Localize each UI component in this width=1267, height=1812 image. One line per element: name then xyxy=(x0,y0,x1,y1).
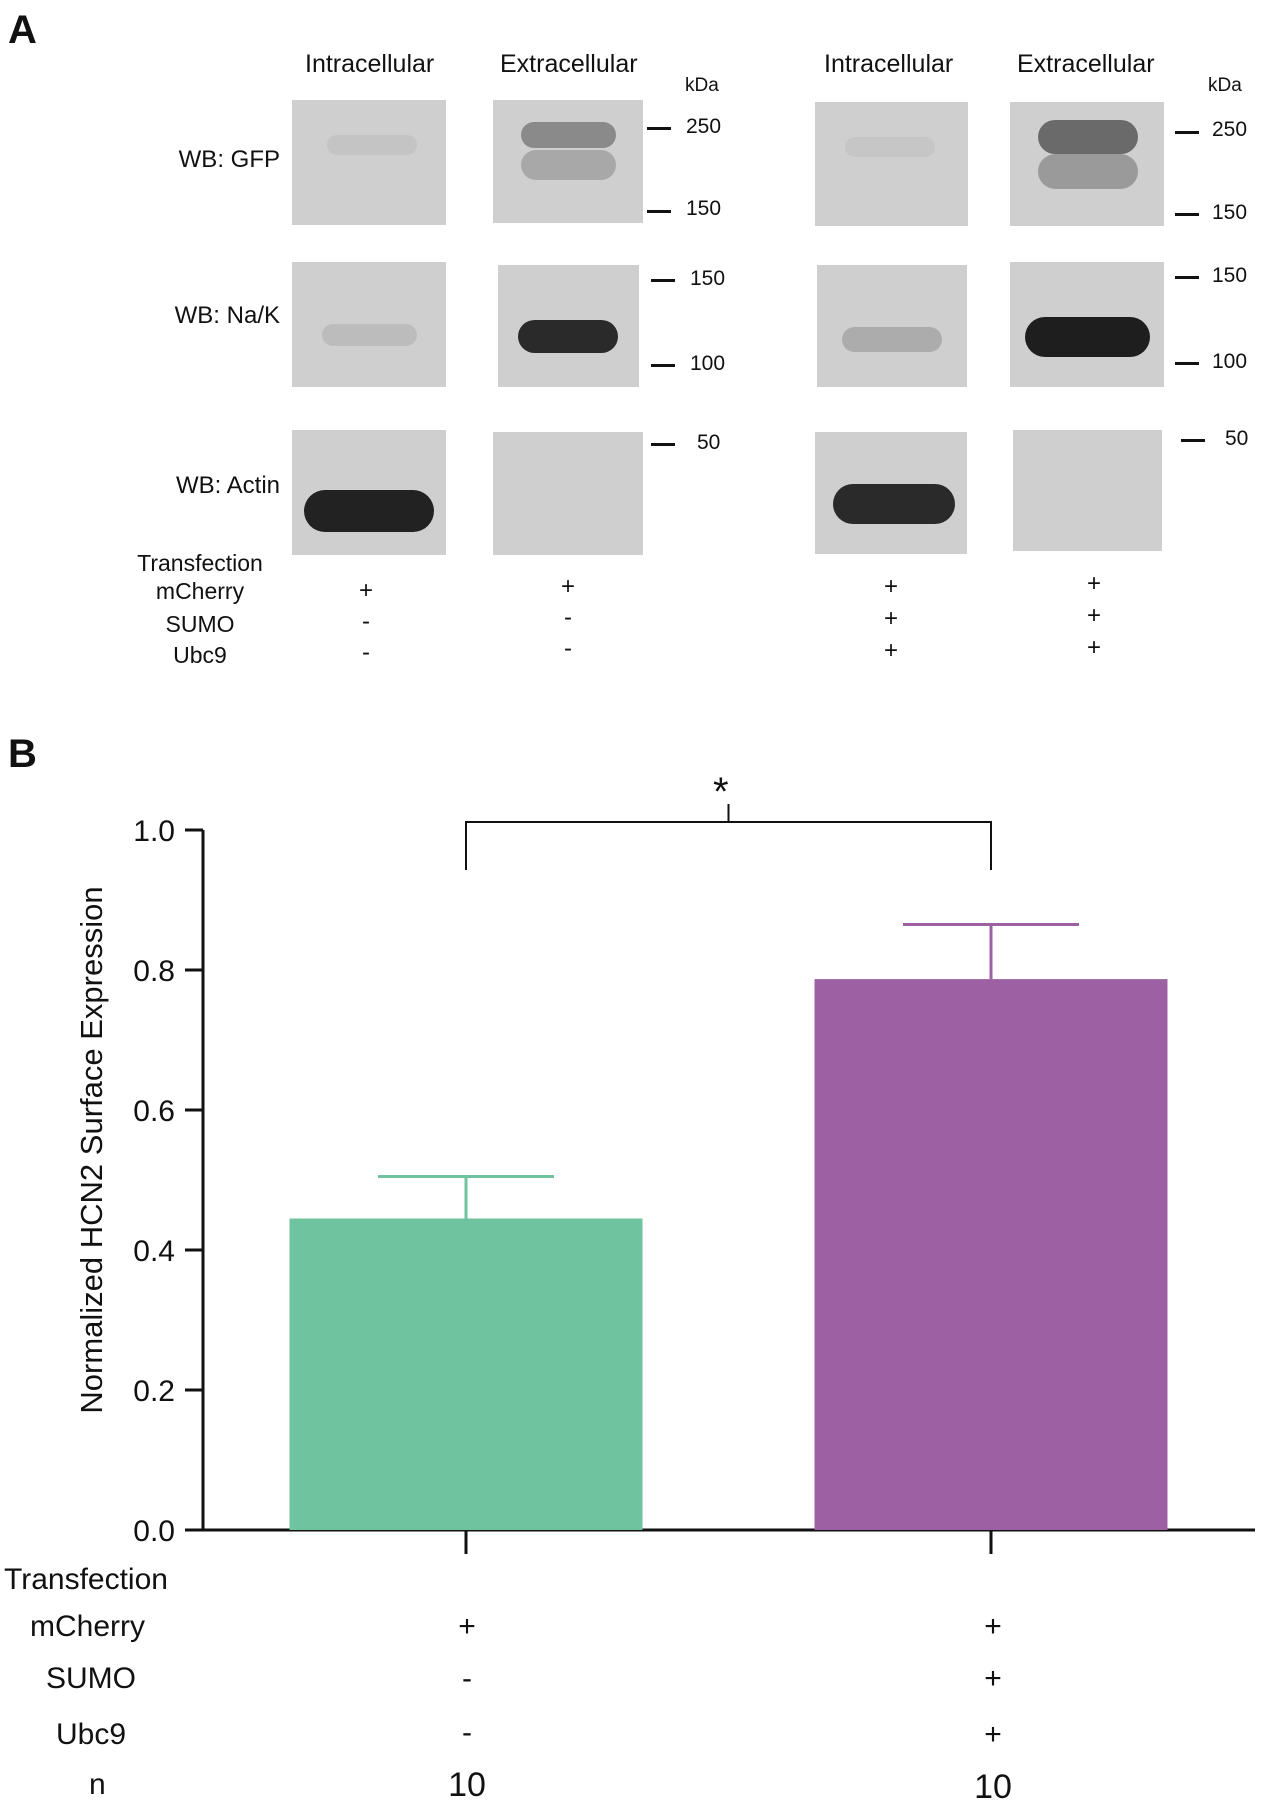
marker-tick-nak-100-2 xyxy=(1175,362,1199,365)
blot-actin-intra-2 xyxy=(815,432,967,554)
col-header-intracellular-2: Intracellular xyxy=(824,50,954,78)
band-gfp-faint-2 xyxy=(845,137,935,157)
blot-gfp-extra-1 xyxy=(493,100,643,223)
y-tick-label: 0.4 xyxy=(133,1235,175,1268)
y-tick-label: 0.0 xyxy=(133,1515,175,1548)
b-group1-n: 10 xyxy=(448,1766,486,1804)
blot-nak-intra-2 xyxy=(817,265,967,387)
marker-tick-actin-50-2 xyxy=(1181,439,1205,442)
kda-label-1: kDa xyxy=(685,75,719,96)
significance-star: * xyxy=(713,770,729,814)
band-nak-faint xyxy=(322,324,417,346)
b-group2-ubc9: + xyxy=(984,1718,1002,1751)
marker-gfp-250-1: 250 xyxy=(686,115,722,138)
marker-nak-100-1: 100 xyxy=(690,352,726,375)
a-lane2-ubc9: - xyxy=(564,635,572,662)
wb-label-actin: WB: Actin xyxy=(175,472,280,499)
band-gfp-smear xyxy=(521,150,616,180)
marker-tick-gfp-250-2 xyxy=(1175,131,1199,134)
blot-nak-intra-1 xyxy=(292,262,446,387)
panel-b-letter: B xyxy=(8,732,37,776)
band-nak-strong-2 xyxy=(1025,317,1150,357)
bar-1 xyxy=(289,1218,643,1530)
band-gfp-250-2 xyxy=(1038,120,1138,154)
b-group1-mcherry: + xyxy=(458,1610,476,1643)
col-header-intracellular-1: Intracellular xyxy=(305,50,435,78)
a-lane2-mcherry: + xyxy=(560,573,575,600)
bar-2 xyxy=(814,979,1168,1530)
band-gfp-faint xyxy=(327,135,417,155)
b-group1-ubc9: - xyxy=(462,1716,472,1749)
bracket-line xyxy=(465,821,992,870)
band-nak-faint-2 xyxy=(842,327,942,352)
y-tick-label: 0.6 xyxy=(133,1095,175,1128)
a-cond-mcherry: mCherry xyxy=(155,578,245,604)
blot-gfp-intra-2 xyxy=(815,102,968,226)
a-lane1-mcherry: + xyxy=(358,577,373,604)
a-lane1-sumo: - xyxy=(362,608,370,635)
a-lane4-mcherry: + xyxy=(1086,570,1101,597)
blot-actin-intra-1 xyxy=(292,430,446,555)
b-cond-mcherry: mCherry xyxy=(30,1610,146,1643)
band-gfp-smear-2 xyxy=(1038,154,1138,189)
marker-nak-100-2: 100 xyxy=(1212,350,1248,373)
blot-gfp-extra-2 xyxy=(1010,102,1164,226)
b-group2-mcherry: + xyxy=(984,1610,1002,1643)
blot-actin-extra-1 xyxy=(493,432,643,555)
a-lane3-sumo: + xyxy=(883,605,898,632)
marker-nak-150-2: 150 xyxy=(1212,264,1248,287)
a-cond-sumo: SUMO xyxy=(165,611,235,637)
marker-actin-50-2: 50 xyxy=(1225,427,1249,450)
a-lane4-ubc9: + xyxy=(1086,634,1101,661)
marker-tick-nak-150-1 xyxy=(651,279,675,282)
wb-label-nak: WB: Na/K xyxy=(174,302,280,329)
marker-tick-nak-150-2 xyxy=(1175,276,1199,279)
marker-tick-actin-50-1 xyxy=(651,443,675,446)
wb-label-gfp: WB: GFP xyxy=(178,146,280,173)
blot-gfp-intra-1 xyxy=(292,100,446,225)
a-lane1-ubc9: - xyxy=(362,639,370,666)
panel-a-letter: A xyxy=(8,8,37,52)
col-header-extracellular-2: Extracellular xyxy=(1017,50,1155,78)
marker-tick-nak-100-1 xyxy=(651,364,675,367)
b-group2-sumo: + xyxy=(984,1662,1002,1695)
marker-gfp-150-1: 150 xyxy=(686,197,722,220)
b-group1-sumo: - xyxy=(462,1662,472,1695)
a-lane4-sumo: + xyxy=(1086,602,1101,629)
kda-label-2: kDa xyxy=(1208,75,1242,96)
col-header-extracellular-1: Extracellular xyxy=(500,50,638,78)
marker-tick-gfp-250-1 xyxy=(647,127,671,130)
b-cond-sumo: SUMO xyxy=(46,1662,136,1695)
b-cond-ubc9: Ubc9 xyxy=(56,1718,127,1751)
band-actin-2 xyxy=(833,484,955,524)
a-lane3-ubc9: + xyxy=(883,637,898,664)
a-cond-ubc9: Ubc9 xyxy=(173,642,227,668)
marker-actin-50-1: 50 xyxy=(697,431,721,454)
band-actin xyxy=(304,490,434,532)
a-lane2-sumo: - xyxy=(564,604,572,631)
blot-actin-extra-2 xyxy=(1013,430,1162,551)
b-cond-transfection: Transfection xyxy=(4,1563,168,1596)
band-nak-strong xyxy=(518,320,618,353)
y-tick-label: 0.2 xyxy=(133,1375,175,1408)
b-group2-n: 10 xyxy=(974,1768,1012,1806)
marker-tick-gfp-150-2 xyxy=(1175,213,1199,216)
marker-gfp-250-2: 250 xyxy=(1212,118,1248,141)
y-tick-label: 0.8 xyxy=(133,955,175,988)
chart-bars xyxy=(289,923,1168,1530)
y-tick-label: 1.0 xyxy=(133,815,175,848)
a-lane3-mcherry: + xyxy=(883,573,898,600)
y-axis-label: Normalized HCN2 Surface Expression xyxy=(74,886,109,1414)
a-cond-transfection: Transfection xyxy=(137,550,263,576)
b-cond-n: n xyxy=(89,1768,106,1801)
marker-tick-gfp-150-1 xyxy=(647,210,671,213)
marker-nak-150-1: 150 xyxy=(690,267,726,290)
blot-nak-extra-2 xyxy=(1010,262,1164,387)
blot-nak-extra-1 xyxy=(498,265,639,387)
band-gfp-250 xyxy=(521,122,616,148)
significance-bracket xyxy=(465,804,992,870)
marker-gfp-150-2: 150 xyxy=(1212,201,1248,224)
